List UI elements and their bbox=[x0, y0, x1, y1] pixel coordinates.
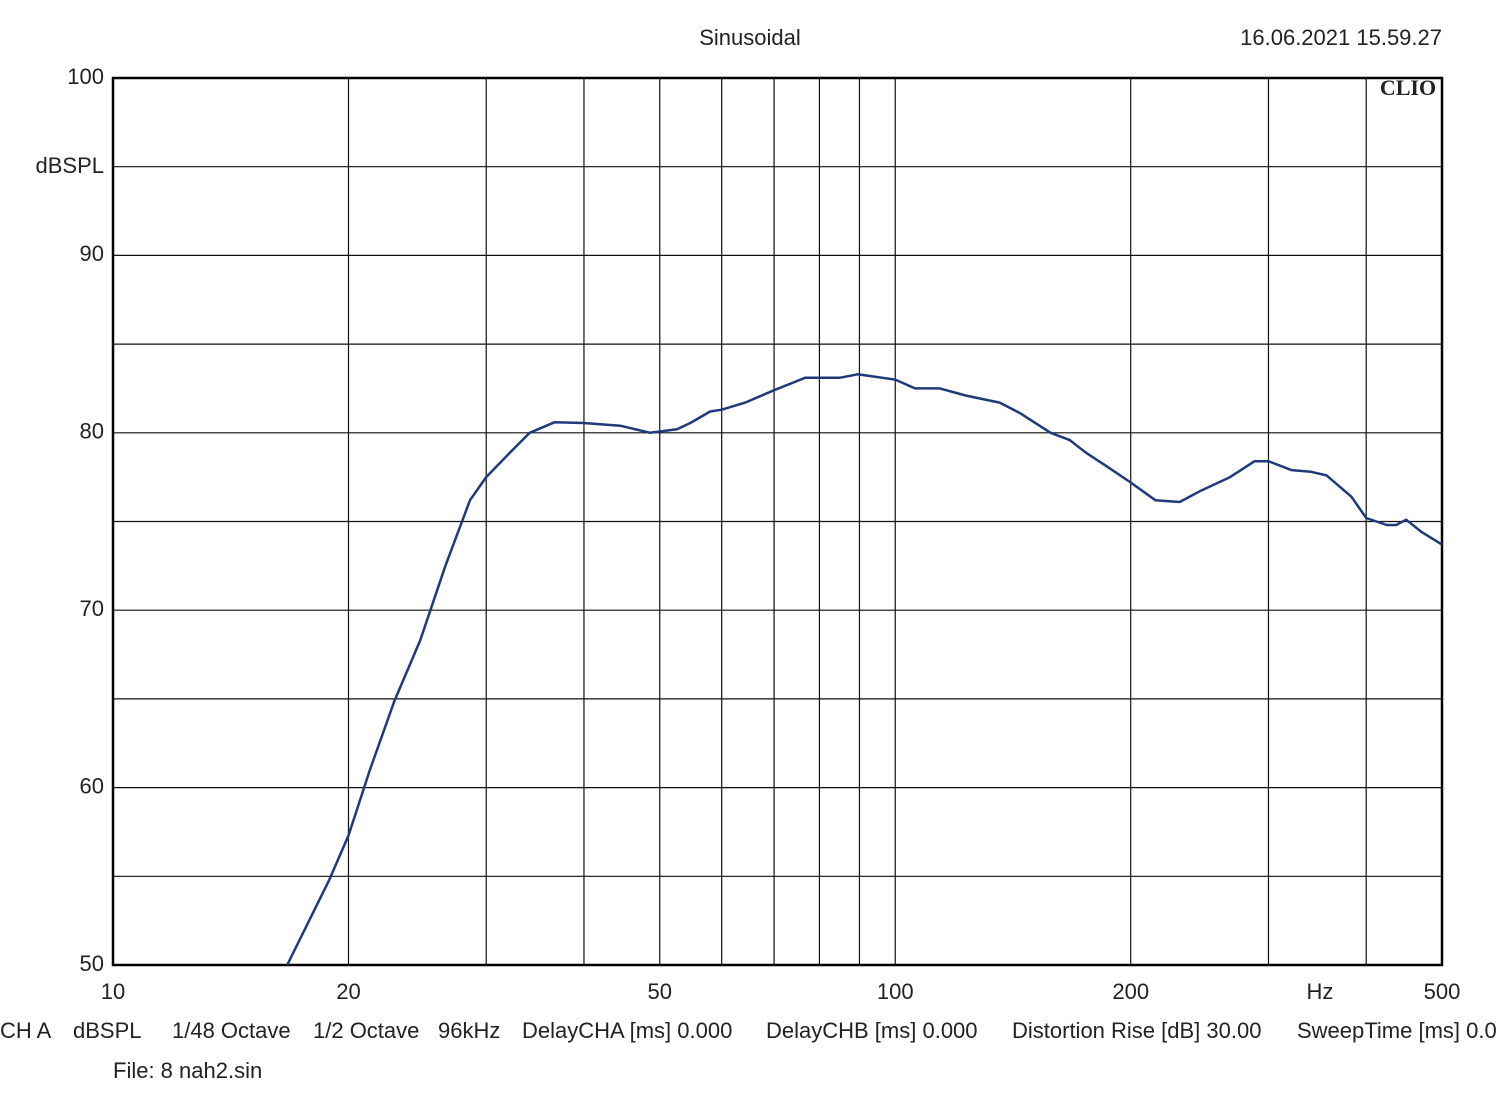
chart-title: Sinusoidal bbox=[699, 25, 801, 50]
x-tick-label: 500 bbox=[1424, 979, 1461, 1004]
setting-label: DelayCHA [ms] 0.000 bbox=[522, 1018, 732, 1043]
y-tick-label: 60 bbox=[80, 773, 104, 798]
file-name: File: 8 nah2.sin bbox=[113, 1058, 262, 1083]
setting-label: SweepTime [ms] 0.0 bbox=[1297, 1018, 1497, 1043]
x-tick-label: 50 bbox=[648, 979, 672, 1004]
setting-label: dBSPL bbox=[73, 1018, 142, 1043]
setting-label: CH A bbox=[0, 1018, 52, 1043]
y-tick-label: 90 bbox=[80, 241, 104, 266]
x-tick-label: 200 bbox=[1112, 979, 1149, 1004]
y-tick-label: 100 bbox=[67, 64, 104, 89]
x-tick-label: 10 bbox=[101, 979, 125, 1004]
setting-label: 1/48 Octave bbox=[172, 1018, 291, 1043]
y-axis-label: dBSPL bbox=[36, 153, 105, 178]
y-tick-label: 80 bbox=[80, 419, 104, 444]
x-unit: Hz bbox=[1307, 979, 1334, 1004]
plot-frame bbox=[111, 76, 1444, 967]
setting-label: 96kHz bbox=[438, 1018, 500, 1043]
setting-label: Distortion Rise [dB] 30.00 bbox=[1012, 1018, 1261, 1043]
setting-label: 1/2 Octave bbox=[313, 1018, 419, 1043]
setting-label: DelayCHB [ms] 0.000 bbox=[766, 1018, 978, 1043]
y-tick-label: 70 bbox=[80, 596, 104, 621]
x-tick-label: 100 bbox=[877, 979, 914, 1004]
x-tick-label: 20 bbox=[336, 979, 360, 1004]
data-line bbox=[286, 373, 1443, 966]
timestamp: 16.06.2021 15.59.27 bbox=[1240, 25, 1442, 50]
y-tick-label: 50 bbox=[80, 951, 104, 976]
